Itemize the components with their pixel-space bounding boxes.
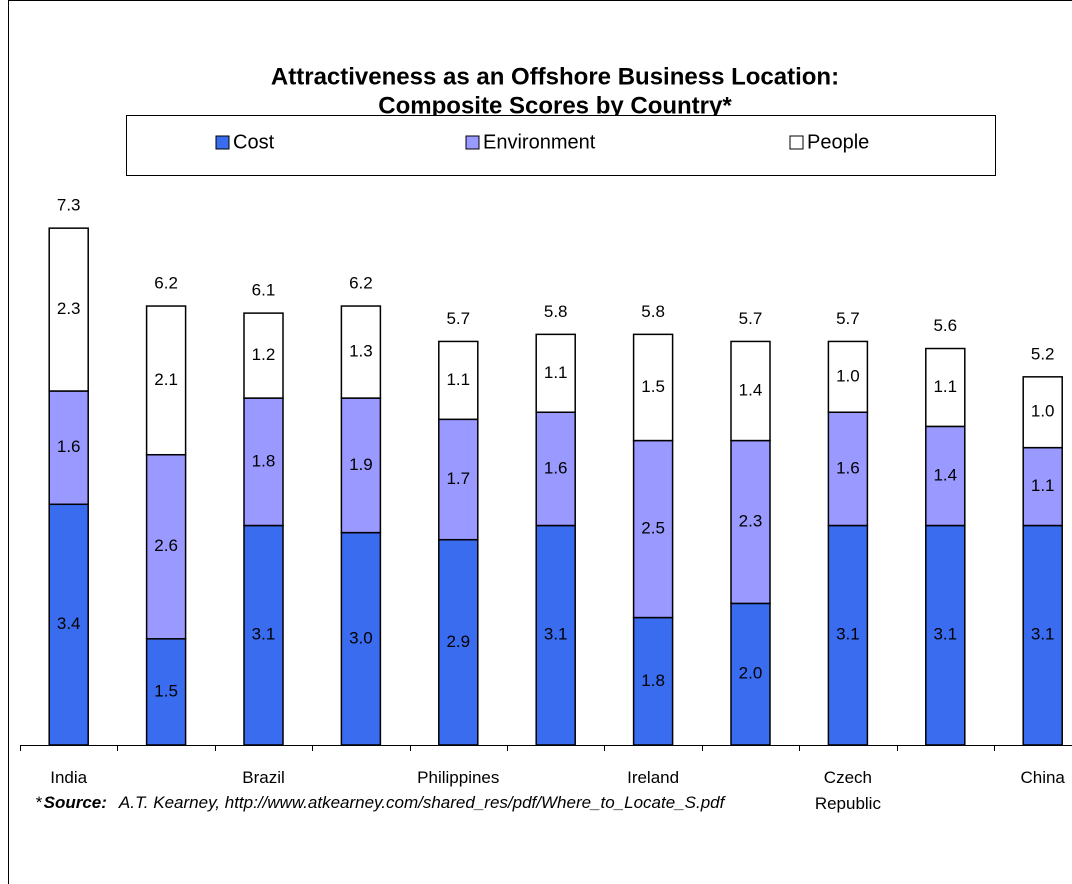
data-label: 1.6	[57, 437, 81, 456]
bar-segment	[340, 531, 382, 746]
x-tick-label: Philippines	[417, 768, 500, 787]
data-label: 2.3	[739, 511, 763, 530]
footnote-text: A.T. Kearney, http://www.atkearney.com/s…	[118, 793, 727, 812]
bar-segment	[48, 503, 89, 746]
total-label: 7.3	[57, 196, 81, 215]
total-label: 5.6	[933, 316, 957, 335]
chart-title: Attractiveness as an Offshore Business L…	[271, 63, 839, 90]
bar-segment	[827, 524, 869, 746]
bar-segment	[243, 397, 284, 527]
data-label: 1.6	[544, 458, 568, 477]
x-tick-label: China	[1020, 768, 1065, 787]
legend-label: Cost	[233, 131, 275, 153]
bar-segment	[632, 333, 674, 442]
bar-segment	[535, 411, 576, 527]
bar-segment	[438, 340, 479, 421]
total-label: 5.7	[739, 309, 763, 328]
bar-segment	[243, 524, 284, 746]
total-label: 5.8	[544, 302, 568, 321]
bar-segment	[925, 347, 966, 428]
bar-segment	[632, 616, 674, 746]
x-tick-label: Brazil	[242, 768, 285, 787]
bar-segment	[48, 227, 89, 392]
footnote-label: Source:	[44, 793, 107, 812]
data-label: 2.3	[57, 299, 81, 318]
bar-segment	[730, 602, 771, 746]
bar-segment	[243, 312, 284, 399]
data-label: 1.0	[1031, 402, 1055, 421]
data-label: 1.5	[641, 377, 665, 396]
bar-segment	[438, 418, 479, 541]
x-tick-label: Ireland	[627, 768, 680, 787]
x-tick-label: Czech Republic	[814, 768, 881, 813]
legend-swatch	[215, 135, 230, 150]
x-tick-label: India	[50, 768, 88, 787]
bar-segment	[340, 397, 382, 534]
data-label: 1.1	[1031, 476, 1055, 495]
chart-title: Composite Scores by Country*	[378, 92, 732, 119]
legend-label: People	[807, 131, 869, 153]
legend-label: Environment	[483, 131, 596, 153]
data-label: 1.6	[836, 458, 860, 477]
data-label: 1.4	[739, 380, 763, 399]
footnote: * Source: A.T. Kearney, http://www.atkearn…	[35, 793, 727, 812]
data-label: 1.0	[836, 366, 860, 385]
data-label: 3.1	[836, 625, 860, 644]
total-label: 6.2	[349, 274, 373, 293]
bar-segment	[535, 333, 576, 413]
bar-segment	[145, 453, 187, 640]
bar-segment	[48, 390, 89, 506]
data-label: 3.0	[349, 628, 373, 647]
data-label: 1.4	[933, 465, 957, 484]
data-label: 1.3	[349, 342, 373, 361]
legend-swatch	[789, 135, 804, 150]
legend-box	[126, 115, 996, 176]
data-label: 1.7	[446, 469, 470, 488]
data-label: 3.1	[252, 625, 276, 644]
bar-segment	[145, 638, 187, 746]
frame	[8, 0, 1072, 884]
data-label: 1.8	[252, 451, 276, 470]
bar-segment	[730, 340, 771, 442]
bar-segment	[438, 538, 479, 746]
data-label: 3.1	[544, 625, 568, 644]
bar-segment	[1022, 524, 1063, 746]
data-label: 1.2	[252, 345, 276, 364]
data-label: 3.4	[57, 614, 81, 633]
total-label: 5.2	[1031, 344, 1055, 363]
bar-segment	[1022, 376, 1063, 449]
total-label: 5.7	[836, 309, 860, 328]
data-label: 1.1	[544, 363, 568, 382]
data-label: 1.1	[446, 370, 470, 389]
bar-segment	[145, 305, 187, 456]
data-label: 2.0	[739, 664, 763, 683]
legend-swatch	[465, 135, 480, 150]
data-label: 2.1	[154, 370, 178, 389]
bar-segment	[340, 305, 382, 399]
footnote-marker: *	[35, 793, 43, 812]
data-label: 3.1	[1031, 625, 1055, 644]
data-label: 2.6	[154, 536, 178, 555]
total-label: 5.7	[446, 309, 470, 328]
total-label: 6.2	[154, 274, 178, 293]
total-label: 6.1	[252, 281, 276, 300]
total-label: 5.8	[641, 302, 665, 321]
data-label: 1.1	[933, 377, 957, 396]
data-label: 3.1	[933, 625, 957, 644]
data-label: 1.5	[154, 681, 178, 700]
data-label: 1.8	[641, 671, 665, 690]
data-label: 2.5	[641, 519, 665, 538]
bar-segment	[827, 411, 869, 527]
data-label: 1.9	[349, 455, 373, 474]
bar-segment	[632, 439, 674, 619]
bar-segment	[827, 340, 869, 413]
data-label: 2.9	[446, 632, 470, 651]
